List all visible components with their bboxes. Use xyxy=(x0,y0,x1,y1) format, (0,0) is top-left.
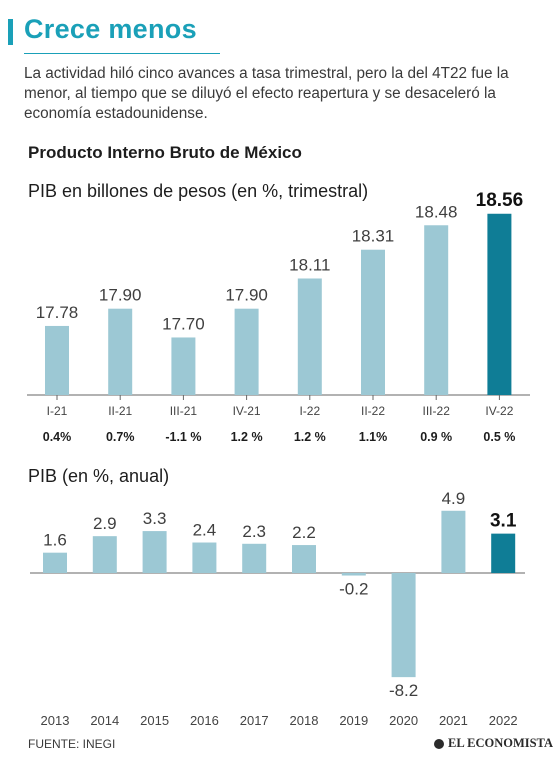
x-tick-label: II-22 xyxy=(361,404,385,418)
bar xyxy=(142,531,167,573)
x-tick-label: 2015 xyxy=(140,713,169,728)
annual-gdp-chart: 1.6 2013 2.9 2014 3.3 2015 2.4 2016 2.3 2017 2.2 20… xyxy=(30,489,525,728)
brand-dot-icon xyxy=(434,738,444,749)
source-note: FUENTE: INEGI xyxy=(28,737,116,751)
x-tick-label: III-22 xyxy=(423,404,451,418)
bar xyxy=(192,542,217,573)
quarterly-change-label: 0.7% xyxy=(106,430,135,444)
bar xyxy=(441,510,466,573)
bar xyxy=(424,225,449,395)
bar xyxy=(491,533,516,573)
chart-subtitle: Producto Interno Bruto de México xyxy=(28,143,302,162)
title-underline xyxy=(24,53,220,54)
bar xyxy=(234,308,259,395)
x-tick-label: 2017 xyxy=(240,713,269,728)
bar-value-label: 17.90 xyxy=(225,286,268,305)
bar xyxy=(108,308,133,395)
bar xyxy=(45,325,69,395)
x-tick-label: I-21 xyxy=(47,404,68,418)
quarterly-change-label: 0.4% xyxy=(43,430,72,444)
bar-value-label: 17.70 xyxy=(162,314,205,333)
quarterly-change-label: 1.2 % xyxy=(294,430,326,444)
bar-value-label: 18.56 xyxy=(476,190,524,211)
x-tick-label: 2018 xyxy=(290,713,319,728)
bar-value-label: 18.31 xyxy=(352,227,395,246)
bar xyxy=(292,545,316,573)
x-tick-label: IV-22 xyxy=(485,404,513,418)
bar-value-label: 2.2 xyxy=(292,523,316,542)
bar xyxy=(171,337,196,395)
bar xyxy=(242,543,267,573)
bar-value-label: 18.48 xyxy=(415,202,458,221)
quarterly-change-label: 0.5 % xyxy=(483,430,515,444)
x-tick-label: II-21 xyxy=(108,404,132,418)
bar-value-label: 2.4 xyxy=(193,521,217,540)
intro-text: La actividad hiló cinco avances a tasa t… xyxy=(24,65,509,122)
x-tick-label: 2014 xyxy=(90,713,119,728)
quarterly-chart-title: PIB en billones de pesos (en %, trimestr… xyxy=(28,181,369,201)
quarterly-change-label: 0.9 % xyxy=(420,430,452,444)
quarterly-change-label: 1.1% xyxy=(359,430,388,444)
bar xyxy=(391,573,416,678)
bar-value-label: 2.3 xyxy=(242,522,266,541)
bar xyxy=(92,536,117,573)
brand-logo: EL ECONOMISTA xyxy=(434,736,553,751)
x-tick-label: 2019 xyxy=(339,713,368,728)
quarterly-gdp-chart: 17.78 I-21 0.4% 17.90 II-21 0.7% 17.70 III-21 -1… xyxy=(27,190,530,444)
x-tick-label: 2022 xyxy=(489,713,518,728)
bar xyxy=(297,278,322,395)
annual-chart-title: PIB (en %, anual) xyxy=(28,466,170,486)
bar xyxy=(487,213,512,395)
bar xyxy=(361,249,385,395)
bar-value-label: 3.1 xyxy=(490,511,517,532)
quarterly-change-label: -1.1 % xyxy=(165,430,201,444)
bar-value-label: 17.90 xyxy=(99,286,142,305)
x-tick-label: 2021 xyxy=(439,713,468,728)
bar-value-label: -0.2 xyxy=(339,580,368,599)
x-tick-label: 2020 xyxy=(389,713,418,728)
bar xyxy=(43,552,67,573)
bar-value-label: 1.6 xyxy=(43,531,67,550)
bar-value-label: -8.2 xyxy=(389,681,418,700)
x-tick-label: III-21 xyxy=(170,404,198,418)
bar-value-label: 2.9 xyxy=(93,514,117,533)
x-tick-label: I-22 xyxy=(299,404,320,418)
bar xyxy=(341,573,366,576)
bar-value-label: 4.9 xyxy=(442,489,466,508)
title-accent-bar xyxy=(8,19,13,45)
x-tick-label: 2013 xyxy=(41,713,70,728)
page-title: Crece menos xyxy=(24,14,197,44)
bar-value-label: 17.78 xyxy=(36,303,79,322)
quarterly-change-label: 1.2 % xyxy=(231,430,263,444)
x-tick-label: 2016 xyxy=(190,713,219,728)
x-tick-label: IV-21 xyxy=(233,404,261,418)
brand-name: EL ECONOMISTA xyxy=(448,736,553,750)
bar-value-label: 18.11 xyxy=(289,255,330,274)
bar-value-label: 3.3 xyxy=(143,509,167,528)
